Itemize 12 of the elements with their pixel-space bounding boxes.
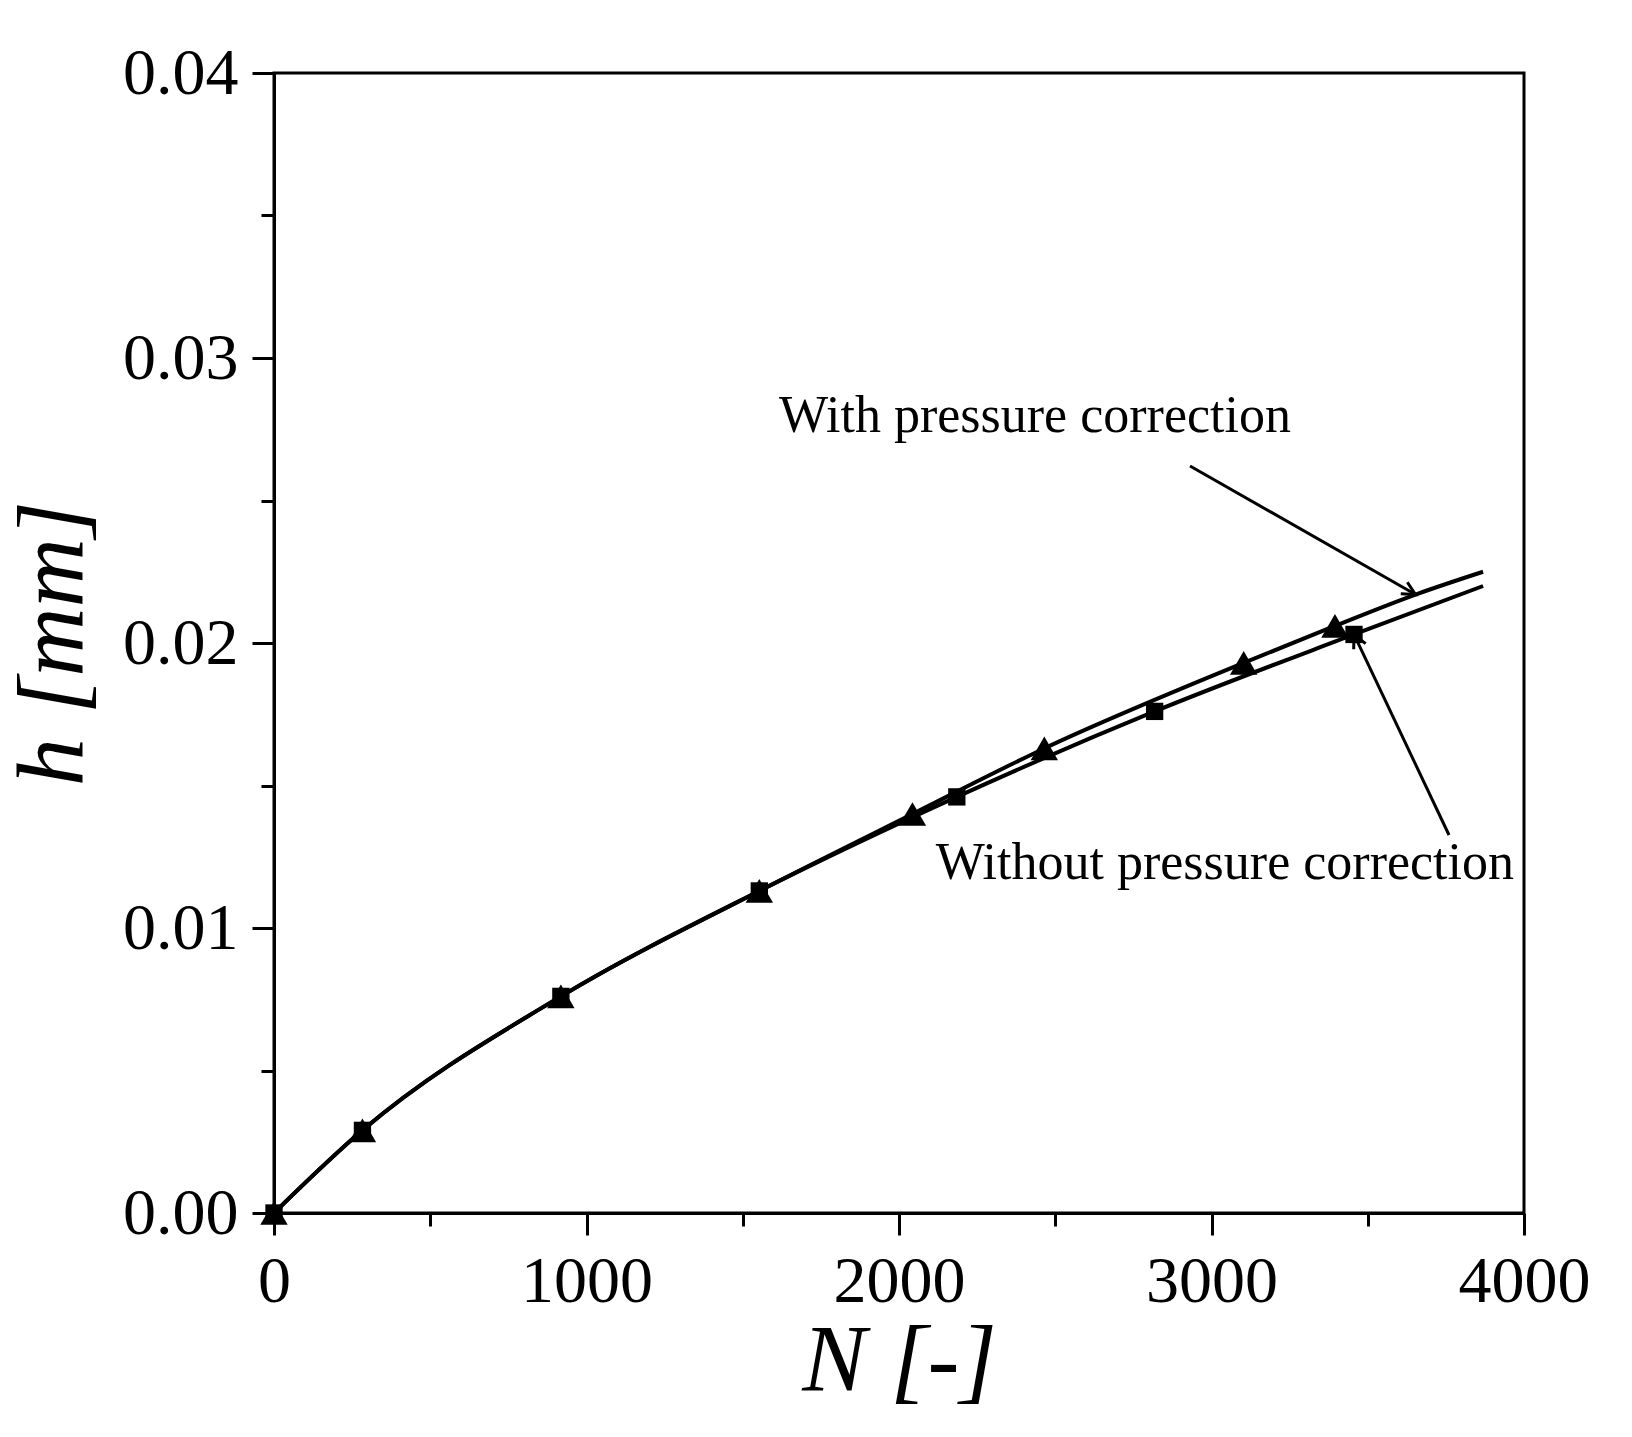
- y-tick-label: 0.02: [123, 604, 239, 678]
- y-tick-label: 0.04: [123, 34, 239, 108]
- x-tick-label: 4000: [1458, 1242, 1591, 1316]
- x-tick-label: 1000: [521, 1242, 653, 1316]
- x-tick-label: 0: [258, 1242, 291, 1316]
- y-tick-label: 0.01: [123, 889, 239, 963]
- annotation: Without pressure correction: [935, 833, 1514, 890]
- x-tick-label: 3000: [1146, 1242, 1278, 1316]
- y-tick-label: 0.03: [123, 319, 239, 393]
- y-axis-title: h [mm]: [0, 500, 104, 787]
- annotation: With pressure correction: [779, 386, 1291, 443]
- y-tick-label: 0.00: [123, 1174, 239, 1248]
